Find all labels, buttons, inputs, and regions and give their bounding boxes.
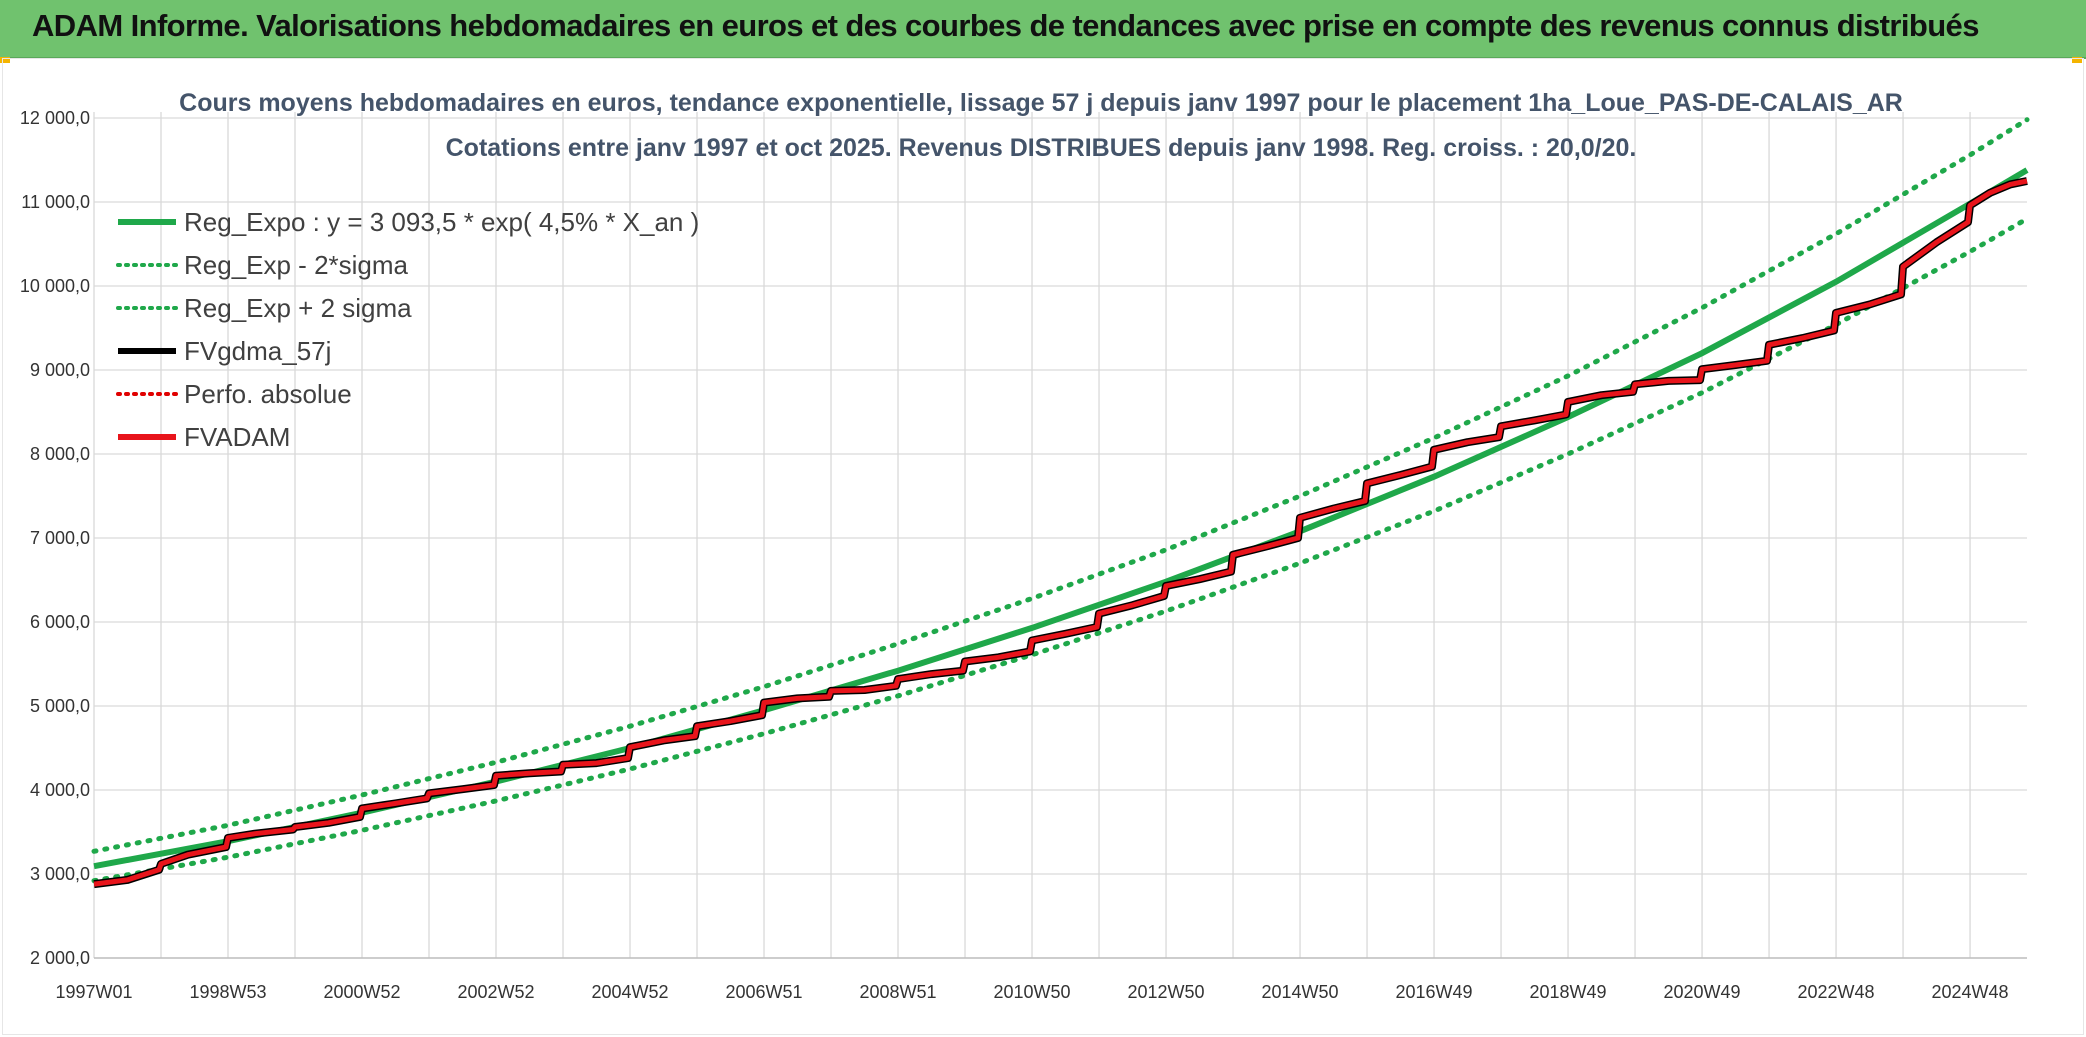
y-tick-label: 9 000,0 [30,360,90,380]
corner-marker-left [0,57,10,63]
x-tick-label: 2010W50 [993,982,1070,1002]
x-tick-label: 2020W49 [1664,982,1741,1002]
x-tick-label: 2008W51 [859,982,936,1002]
chart-frame [2,58,2084,1035]
corner-marker-right [2072,57,2082,63]
x-tick-label: 2006W51 [725,982,802,1002]
legend-label: FVgdma_57j [184,336,331,366]
x-tick-label: 1998W53 [189,982,266,1002]
x-tick-label: 2016W49 [1396,982,1473,1002]
x-tick-label: 2014W50 [1262,982,1339,1002]
y-tick-label: 2 000,0 [30,948,90,968]
x-tick-label: 2000W52 [323,982,400,1002]
legend-label: Reg_Exp + 2 sigma [184,293,412,323]
legend-label: Reg_Exp - 2*sigma [184,250,409,280]
grid [93,112,2027,959]
x-tick-label: 2018W49 [1530,982,1607,1002]
chart-title: Cours moyens hebdomadaires en euros, ten… [179,89,1903,117]
y-tick-label: 7 000,0 [30,528,90,548]
header-banner: ADAM Informe. Valorisations hebdomadaire… [0,0,2086,59]
y-axis-ticks: 2 000,0 3 000,0 4 000,0 5 000,0 6 000,0 7 000… [20,108,90,968]
page-title: ADAM Informe. Valorisations hebdomadaire… [32,8,1979,43]
y-tick-label: 12 000,0 [20,108,90,128]
y-tick-label: 10 000,0 [20,276,90,296]
x-tick-label: 2024W48 [1932,982,2009,1002]
y-tick-label: 6 000,0 [30,612,90,632]
legend-label: FVADAM [184,422,290,452]
y-tick-label: 11 000,0 [21,192,90,212]
x-tick-label: 2002W52 [457,982,534,1002]
y-tick-label: 5 000,0 [30,696,90,716]
legend-label: Reg_Expo : y = 3 093,5 * exp( 4,5% * X_a… [184,207,699,237]
x-tick-label: 1997W01 [55,982,132,1002]
y-tick-label: 4 000,0 [30,780,90,800]
legend: Reg_Expo : y = 3 093,5 * exp( 4,5% * X_a… [116,207,699,452]
chart-subtitle: Cotations entre janv 1997 et oct 2025. R… [446,134,1637,162]
x-tick-label: 2004W52 [591,982,668,1002]
y-tick-label: 8 000,0 [30,444,90,464]
legend-label: Perfo. absolue [184,379,352,409]
y-tick-label: 3 000,0 [30,864,90,884]
x-tick-label: 2022W48 [1798,982,1875,1002]
series-reg-exp-plus-2sigma [91,117,2030,854]
x-axis-ticks: 1997W01 1998W53 2000W52 2002W52 2004W52 2006W… [55,982,2008,1002]
x-tick-label: 2012W50 [1127,982,1204,1002]
series-fvadam [93,178,2028,887]
series-layer [91,117,2030,889]
